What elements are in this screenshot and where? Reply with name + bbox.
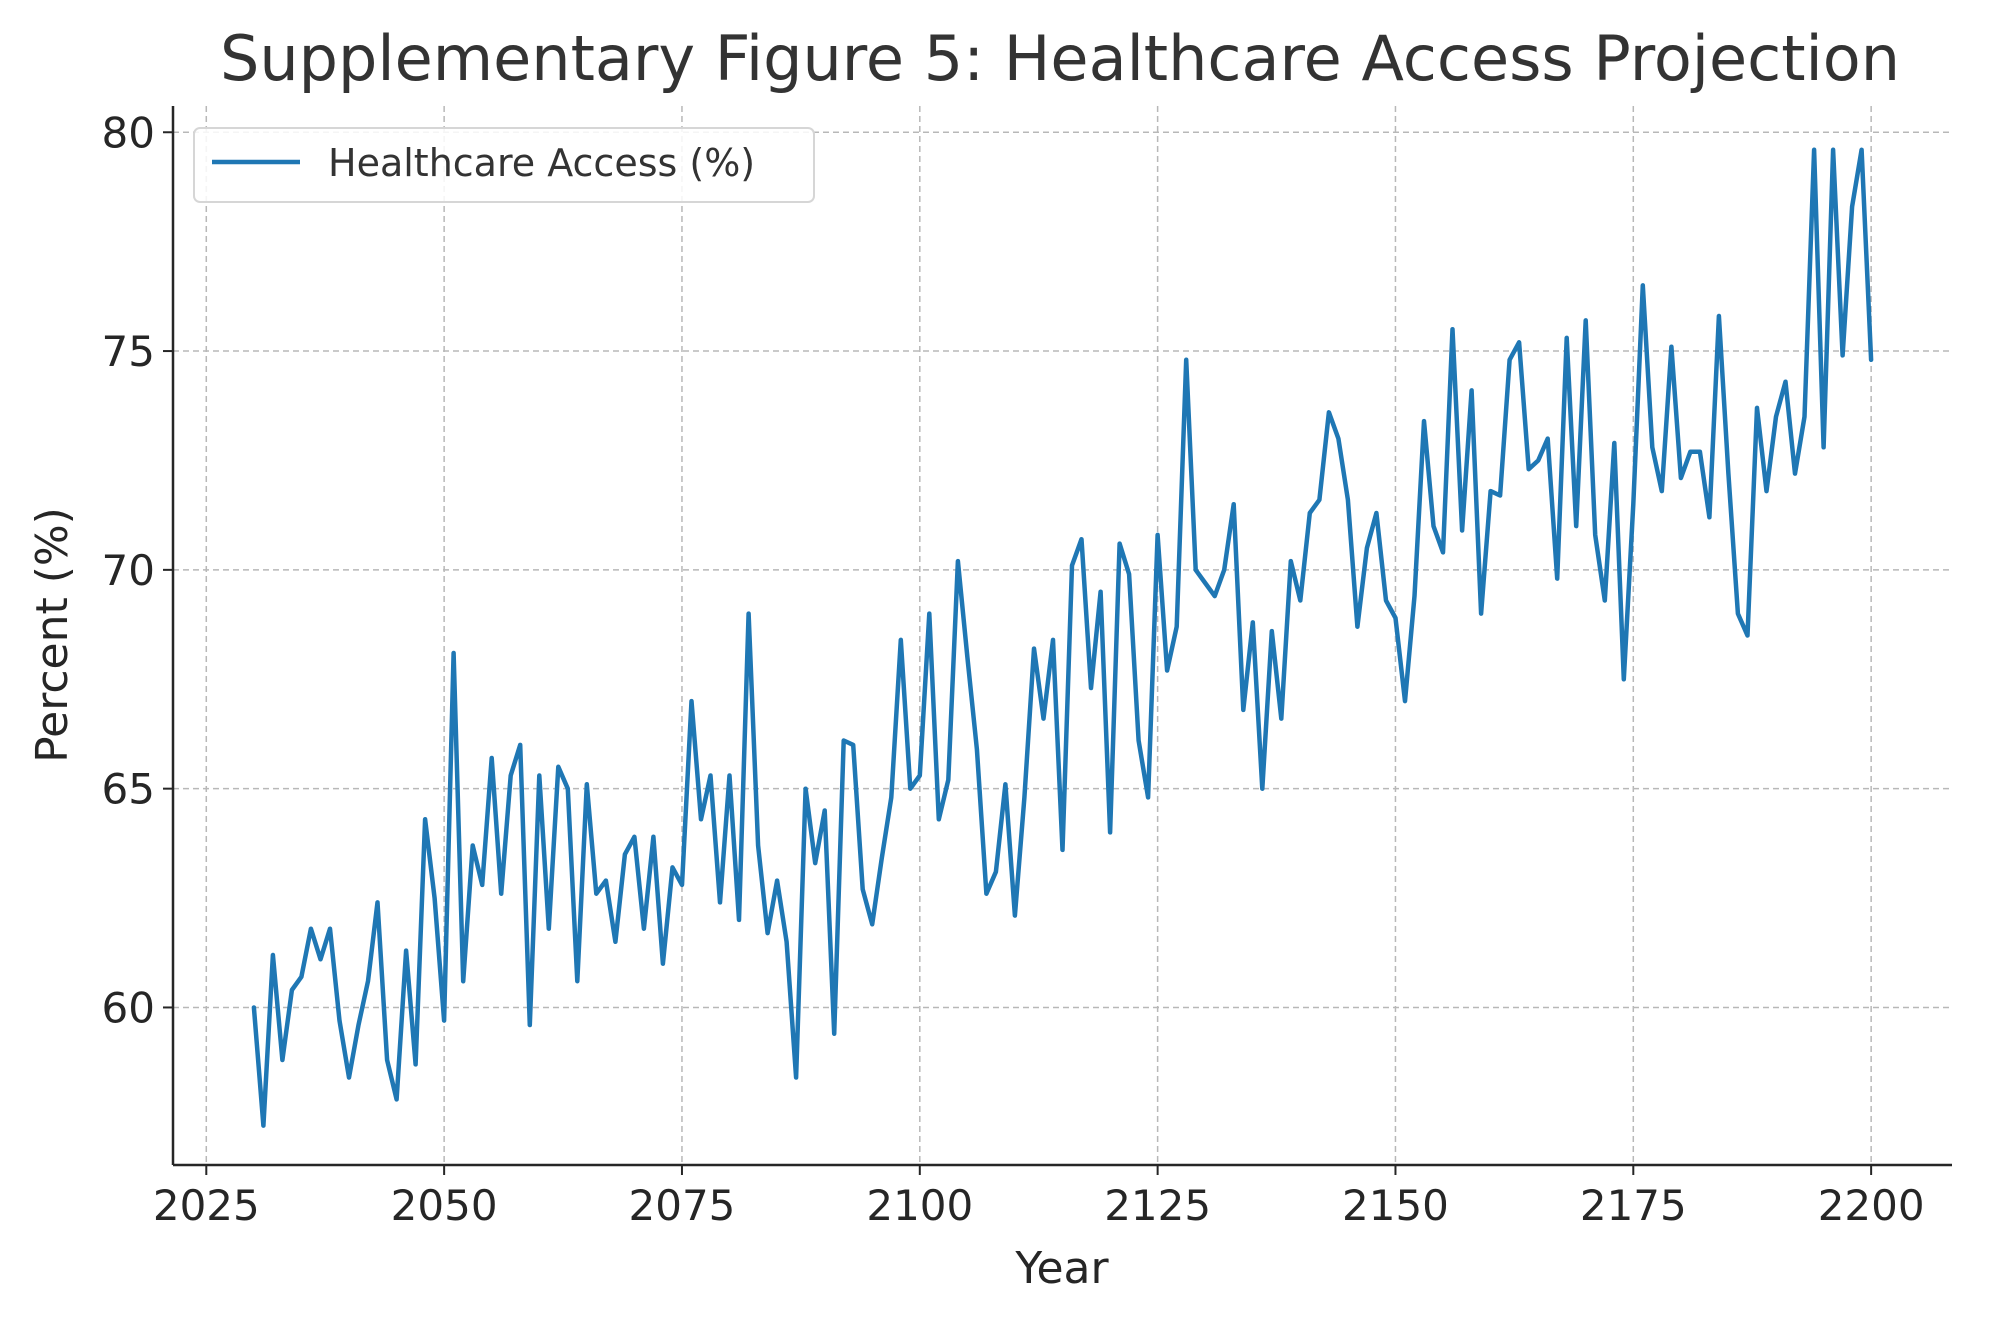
series-layer	[251, 147, 1874, 1128]
axes	[171, 106, 1952, 1167]
x-tick-label: 2100	[866, 1181, 973, 1230]
grid-lines	[173, 106, 1952, 1165]
chart-title: Supplementary Figure 5: Healthcare Acces…	[220, 22, 1900, 95]
x-tick-label: 2200	[1818, 1181, 1925, 1230]
x-tick-label: 2075	[629, 1181, 736, 1230]
legend: Healthcare Access (%)	[193, 127, 815, 203]
x-tick-label: 2175	[1580, 1181, 1687, 1230]
x-tick-label: 2025	[153, 1181, 260, 1230]
axis-ticks: 2025 2050 2075 2100 2125 2150 2175 2200 60 65 70 75…	[102, 108, 1925, 1230]
x-axis-label: Year	[1014, 1243, 1109, 1294]
x-tick-label: 2125	[1104, 1181, 1211, 1230]
y-tick-label: 60	[102, 983, 155, 1032]
legend-frame	[193, 127, 815, 203]
y-tick-label: 75	[102, 327, 155, 376]
y-tick-label: 65	[102, 765, 155, 814]
x-tick-label: 2150	[1342, 1181, 1449, 1230]
legend-label: Healthcare Access (%)	[328, 141, 755, 185]
y-tick-label: 70	[102, 546, 155, 595]
y-tick-label: 80	[102, 108, 155, 157]
y-axis-label: Percent (%)	[27, 507, 78, 763]
x-tick-label: 2050	[391, 1181, 498, 1230]
series-line	[251, 147, 1874, 1128]
